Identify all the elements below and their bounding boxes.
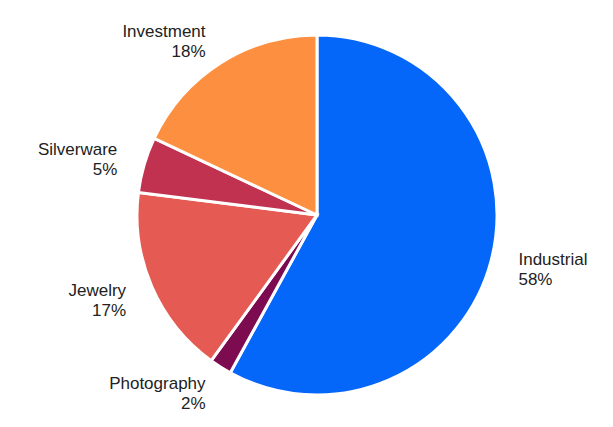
svg-text:Photography2%: Photography2% <box>109 374 206 413</box>
svg-text:Jewelry17%: Jewelry17% <box>68 281 126 320</box>
svg-text:Industrial58%: Industrial58% <box>518 250 587 289</box>
svg-text:Investment18%: Investment18% <box>122 22 205 61</box>
svg-text:Silverware5%: Silverware5% <box>38 140 117 179</box>
